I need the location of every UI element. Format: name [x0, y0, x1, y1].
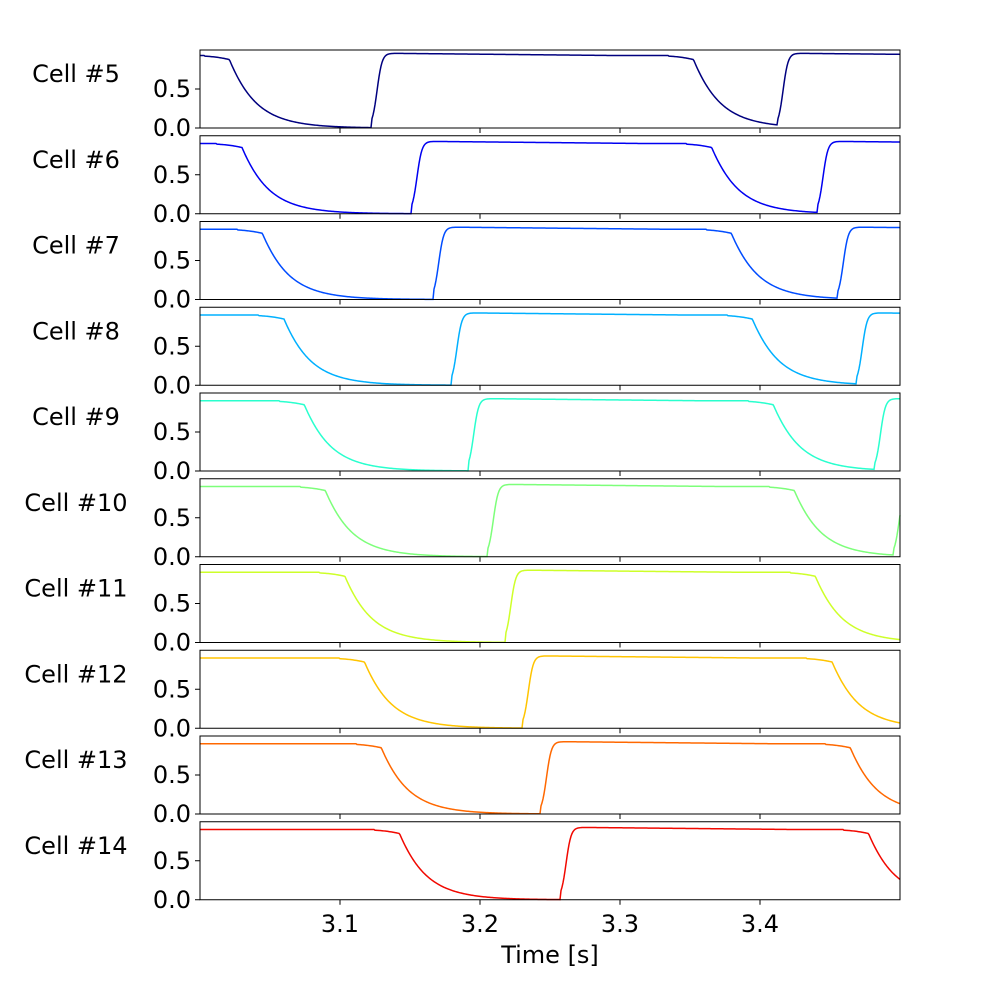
- panel-frame: [199, 821, 901, 901]
- series-line: [200, 226, 901, 301]
- panel-label: Cell #5: [32, 60, 120, 88]
- x-tick-label: 3.1: [321, 910, 359, 938]
- y-tick-label: 0.5: [153, 675, 191, 703]
- panel-label: Cell #10: [24, 489, 127, 517]
- y-tick-label: 0.5: [153, 761, 191, 789]
- panel-frame: [199, 135, 901, 215]
- y-tick-label: 0.5: [153, 332, 191, 360]
- panel-label: Cell #9: [32, 403, 120, 431]
- y-tick-label: 0.5: [153, 418, 191, 446]
- x-tick-label: 3.3: [601, 910, 639, 938]
- y-tick-label: 0.0: [153, 114, 191, 142]
- y-tick-label: 0.5: [153, 161, 191, 189]
- series-line: [200, 52, 901, 129]
- x-tick-label: 3.2: [461, 910, 499, 938]
- panel-cell-6: Cell #6 0.0 0.5: [32, 135, 901, 228]
- panel-label: Cell #12: [24, 660, 127, 688]
- panel-cell-13: Cell #13 0.0 0.5: [24, 735, 901, 828]
- y-tick-label: 0.0: [153, 543, 191, 571]
- y-tick-label: 0.0: [153, 200, 191, 228]
- series-line: [200, 826, 901, 901]
- panel-label: Cell #8: [32, 317, 120, 345]
- series-line: [200, 740, 901, 815]
- y-tick-label: 0.0: [153, 714, 191, 742]
- y-tick-label: 0.0: [153, 371, 191, 399]
- panel-cell-8: Cell #8 0.0 0.5: [32, 306, 901, 399]
- y-tick-label: 0.5: [153, 847, 191, 875]
- panel-frame: [199, 478, 901, 558]
- panel-cell-9: Cell #9 0.0 0.5: [32, 392, 901, 485]
- y-tick-label: 0.5: [153, 247, 191, 275]
- panel-cell-5: Cell #5 0.0 0.5: [32, 49, 901, 142]
- panel-label: Cell #13: [24, 746, 127, 774]
- panel-label: Cell #6: [32, 146, 120, 174]
- panel-cell-12: Cell #12 0.0 0.5: [24, 649, 901, 742]
- panel-frame: [199, 221, 901, 300]
- panel-frame: [199, 306, 901, 386]
- series-line: [200, 655, 901, 729]
- panel-label: Cell #11: [24, 575, 127, 603]
- x-axis-label: Time [s]: [500, 941, 599, 969]
- y-tick-label: 0.0: [153, 286, 191, 314]
- series-line: [200, 397, 900, 472]
- series-line: [200, 140, 901, 215]
- y-tick-label: 0.0: [153, 629, 191, 657]
- panel-frame: [199, 649, 901, 729]
- y-tick-label: 0.0: [153, 457, 191, 485]
- series-line: [200, 483, 901, 558]
- panel-cell-11: Cell #11 0.0 0.5: [24, 564, 901, 657]
- panel-cell-14: Cell #14 0.0 0.5 3.1 3.2 3.3 3.4: [24, 821, 901, 938]
- series-line: [200, 312, 901, 386]
- y-tick-label: 0.0: [153, 800, 191, 828]
- x-tick-label: 3.4: [741, 910, 779, 938]
- panel-label: Cell #7: [32, 232, 120, 260]
- y-tick-label: 0.0: [153, 886, 191, 914]
- panel-frame: [199, 49, 901, 129]
- panel-label: Cell #14: [24, 832, 127, 860]
- panel-cell-7: Cell #7 0.0 0.5: [32, 221, 901, 314]
- panel-frame: [199, 392, 901, 472]
- panel-cell-10: Cell #10 0.0 0.5: [24, 478, 901, 571]
- y-tick-label: 0.5: [153, 590, 191, 618]
- panel-frame: [199, 735, 901, 815]
- y-tick-label: 0.5: [153, 75, 191, 103]
- series-line: [200, 569, 901, 644]
- y-tick-label: 0.5: [153, 504, 191, 532]
- panel-frame: [199, 564, 901, 643]
